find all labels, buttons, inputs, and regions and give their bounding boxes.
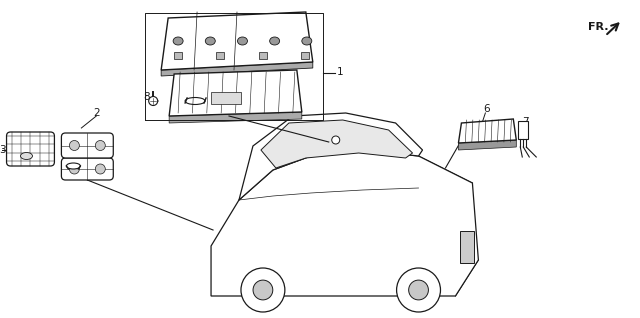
Ellipse shape [67,163,81,169]
Ellipse shape [185,98,205,105]
FancyBboxPatch shape [61,158,113,180]
Text: 8: 8 [143,92,150,102]
Circle shape [409,280,428,300]
FancyBboxPatch shape [6,132,54,166]
Ellipse shape [237,37,248,45]
Text: 7: 7 [522,117,529,127]
Polygon shape [239,113,422,200]
Bar [216,52,225,59]
Polygon shape [161,12,313,70]
Text: FR.: FR. [588,22,609,32]
FancyBboxPatch shape [61,133,113,158]
Circle shape [69,141,79,150]
Polygon shape [458,119,516,143]
Ellipse shape [269,37,280,45]
Circle shape [332,136,340,144]
Polygon shape [161,62,313,76]
Circle shape [241,268,285,312]
Ellipse shape [205,37,215,45]
Text: 1: 1 [337,67,344,77]
Bar [518,121,528,139]
Text: 2: 2 [93,108,100,118]
Polygon shape [169,112,302,123]
Polygon shape [169,70,302,116]
Circle shape [397,268,440,312]
Text: 5: 5 [233,96,239,106]
Ellipse shape [302,37,312,45]
Text: 6: 6 [483,104,490,114]
Circle shape [148,96,157,106]
Polygon shape [458,140,516,150]
Bar [301,52,309,59]
Bar [460,231,474,263]
Circle shape [69,164,79,174]
Bar [259,52,267,59]
Circle shape [95,141,106,150]
Bar [211,92,241,104]
Circle shape [253,280,273,300]
Ellipse shape [173,37,183,45]
Text: 4: 4 [83,151,90,161]
Polygon shape [261,120,413,168]
Text: 3: 3 [0,145,6,155]
Bar [174,52,182,59]
Ellipse shape [20,153,33,160]
Circle shape [95,164,106,174]
Polygon shape [211,150,478,296]
